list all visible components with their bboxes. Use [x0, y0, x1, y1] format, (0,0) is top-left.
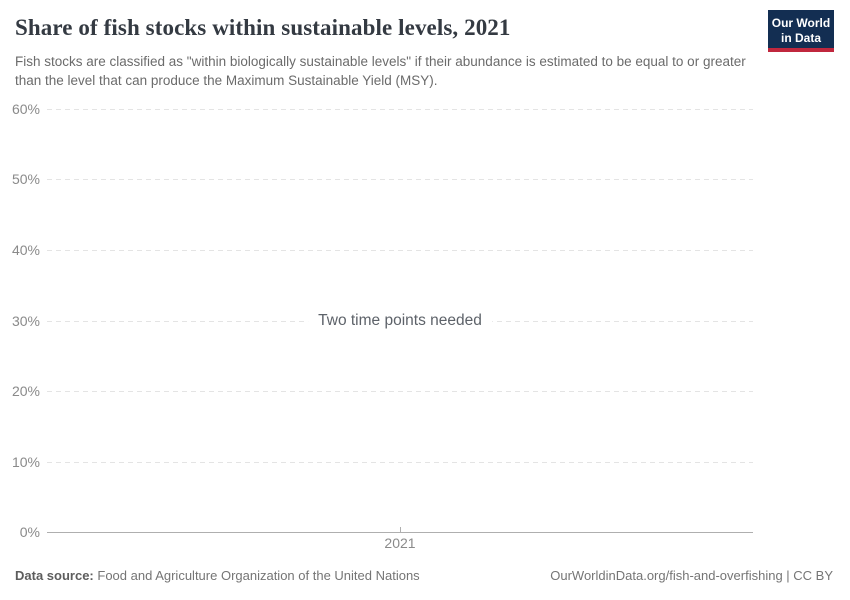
y-tick-label-20%: 20% — [11, 382, 40, 399]
chart-subtitle: Fish stocks are classified as "within bi… — [15, 54, 746, 88]
footer-link[interactable]: OurWorldinData.org/fish-and-overfishing … — [550, 568, 833, 583]
x-tick-label: 2021 — [384, 535, 416, 551]
no-data-message: Two time points needed — [308, 309, 492, 332]
chart-title: Share of fish stocks within sustainable … — [15, 15, 511, 40]
gridline-50% — [47, 179, 753, 181]
x-tick-mark — [400, 527, 401, 532]
owid-logo[interactable]: Our World in Data — [768, 10, 834, 52]
y-tick-label-30%: 30% — [11, 312, 40, 329]
data-source[interactable]: Data source: Food and Agriculture Organi… — [15, 568, 420, 583]
gridline-20% — [47, 390, 753, 392]
chart-footer: Data source: Food and Agriculture Organi… — [15, 568, 833, 583]
y-tick-label-60%: 60% — [11, 101, 40, 117]
gridline-40% — [47, 249, 753, 251]
owid-logo-line1: Our World — [771, 16, 831, 30]
y-tick-label-40%: 40% — [11, 241, 40, 258]
y-tick-label-10%: 10% — [11, 453, 40, 470]
gridline-60% — [47, 109, 753, 110]
gridline-10% — [47, 461, 753, 463]
data-source-name: Food and Agriculture Organization of the… — [97, 568, 420, 583]
y-tick-label-0%: 0% — [19, 524, 40, 540]
plot-area: 2021 Two time points needed 0% 10% 20% 30% 4… — [12, 101, 753, 551]
data-source-label: Data source: — [15, 568, 94, 583]
y-tick-label-50%: 50% — [11, 171, 40, 188]
owid-logo-line2: in Data — [780, 30, 821, 45]
gridline-0% — [47, 532, 753, 533]
